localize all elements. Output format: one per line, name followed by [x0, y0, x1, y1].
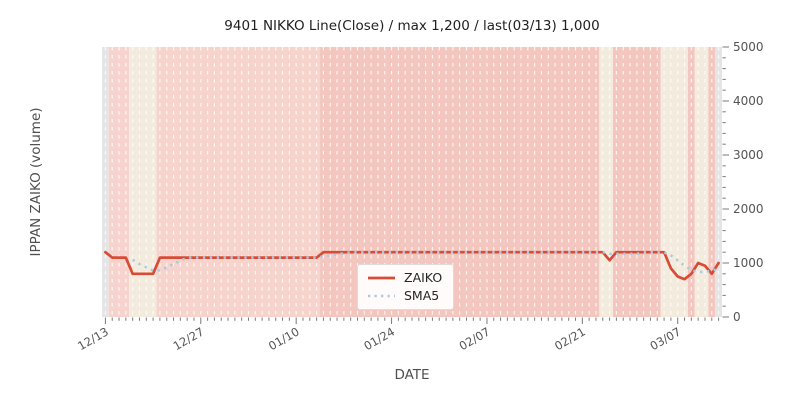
y-tick-label: 4000 — [733, 94, 764, 108]
chart-title: 9401 NIKKO Line(Close) / max 1,200 / las… — [224, 18, 600, 34]
background-band — [599, 47, 613, 317]
x-tick-label: 02/21 — [552, 324, 588, 353]
legend-label-sma5: SMA5 — [404, 287, 440, 303]
background-band — [694, 47, 709, 317]
legend-item-sma5: SMA5 — [367, 287, 442, 303]
y-tick-label: 3000 — [733, 148, 764, 162]
background-band — [108, 47, 130, 317]
x-tick-label: 01/24 — [361, 324, 397, 353]
background-band — [156, 47, 321, 317]
x-tick-label: 12/27 — [171, 324, 207, 353]
background-band — [687, 47, 695, 317]
background-band — [102, 47, 109, 317]
zaiko-line — [104, 250, 720, 281]
x-tick-label: 02/07 — [457, 324, 493, 353]
x-tick-label: 12/13 — [75, 324, 111, 353]
y-tick-label: 1000 — [733, 256, 764, 270]
legend: ZAIKO SMA5 — [357, 264, 455, 310]
sma5-line-sample-icon — [368, 294, 395, 298]
background-band — [708, 47, 716, 317]
y-tick-label: 0 — [733, 310, 741, 324]
x-tick-label: 01/10 — [266, 324, 302, 353]
background-band — [660, 47, 688, 317]
x-tick-label: 03/07 — [647, 324, 683, 353]
legend-item-zaiko: ZAIKO — [367, 270, 443, 285]
background-band — [129, 47, 157, 317]
legend-label-zaiko: ZAIKO — [404, 270, 443, 285]
background-band — [715, 47, 722, 317]
y-tick-label: 2000 — [733, 202, 764, 216]
x-axis-label: DATE — [394, 367, 430, 383]
zaiko-line-sample-icon — [368, 276, 395, 280]
y-tick-label: 5000 — [733, 40, 764, 54]
